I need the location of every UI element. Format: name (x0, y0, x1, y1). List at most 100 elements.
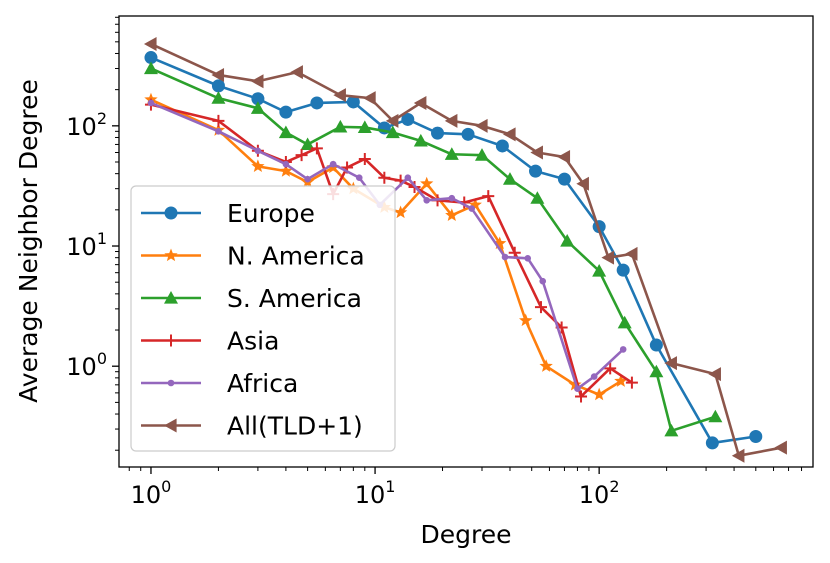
legend-item: N. America (141, 242, 365, 271)
x-tick-label: 101 (355, 477, 396, 509)
series-line (150, 42, 782, 458)
legend-label: Europe (227, 199, 315, 228)
x-tick-label: 100 (131, 477, 172, 509)
data-point (358, 152, 371, 165)
data-point (211, 91, 226, 104)
data-point (495, 139, 509, 153)
data-point (708, 367, 721, 382)
data-point (530, 191, 545, 204)
data-point (614, 374, 628, 387)
data-point (444, 147, 459, 160)
data-point (468, 205, 476, 212)
data-point (211, 67, 225, 82)
y-tick-label: 102 (66, 109, 107, 141)
data-point (413, 95, 427, 110)
data-point (211, 79, 225, 93)
data-point (445, 208, 459, 221)
data-point (212, 114, 225, 127)
ticks-layer: 100 101 102 100 101 102 (66, 16, 803, 509)
data-point (468, 197, 482, 211)
data-point (502, 172, 517, 185)
legend-marker (164, 206, 178, 220)
y-tick-label: 101 (66, 229, 107, 261)
data-point (329, 160, 337, 168)
series-5 (143, 36, 787, 463)
data-point (519, 313, 533, 327)
data-point (625, 376, 638, 389)
data-point (295, 149, 308, 162)
series-2 (143, 61, 723, 437)
data-point (385, 125, 400, 139)
data-point (592, 263, 607, 277)
data-point (649, 364, 664, 378)
data-point (493, 236, 507, 250)
legend-marker (164, 248, 178, 262)
series-4 (147, 99, 627, 392)
data-point (251, 159, 265, 173)
data-point (401, 112, 415, 126)
data-point (333, 119, 348, 133)
data-point (279, 105, 293, 119)
legend-marker (167, 379, 175, 387)
data-point (378, 171, 391, 184)
x-tick-label: 102 (579, 477, 620, 509)
data-point (576, 176, 589, 191)
data-point (664, 423, 679, 437)
data-point (624, 246, 638, 261)
series-layer (143, 36, 787, 463)
legend-box (130, 185, 396, 452)
data-point (649, 338, 663, 352)
data-point (355, 174, 363, 182)
legend-item: S. America (141, 284, 362, 313)
data-point (310, 142, 323, 155)
data-point (708, 409, 723, 423)
legend-marker (164, 291, 178, 304)
data-point (482, 190, 495, 203)
data-point (749, 430, 763, 444)
data-point (310, 96, 324, 110)
data-point (254, 147, 262, 155)
data-point (250, 74, 264, 89)
data-point (300, 137, 315, 151)
data-point (404, 174, 412, 182)
data-point (147, 99, 155, 107)
legend-item: All(TLD+1) (141, 412, 363, 441)
series-line (150, 101, 625, 390)
data-point (474, 118, 488, 133)
data-point (143, 36, 157, 51)
data-point (393, 205, 408, 219)
legend-item: Africa (141, 369, 298, 398)
legend-marker (165, 334, 177, 347)
legend-label: Africa (227, 369, 298, 398)
data-point (304, 175, 311, 183)
legend: Europe N. America S. America Asia Africa All(… (130, 185, 396, 452)
data-point (560, 234, 575, 247)
data-point (413, 133, 428, 147)
legend-item: Europe (141, 199, 315, 228)
legend-marker (164, 418, 177, 433)
data-point (616, 263, 630, 277)
y-axis-label: Average Neighbor Degree (14, 79, 43, 403)
data-point (619, 346, 627, 353)
data-point (279, 164, 293, 177)
plot-frame (118, 15, 814, 468)
data-point (333, 88, 346, 103)
data-point (385, 113, 399, 128)
data-point (557, 150, 571, 165)
data-point (534, 301, 547, 314)
data-point (278, 125, 293, 139)
legend-label: S. America (227, 284, 362, 313)
data-point (444, 113, 458, 128)
data-point (474, 148, 489, 161)
data-point (363, 91, 376, 106)
data-point (143, 61, 158, 75)
data-point (705, 436, 719, 450)
data-point (250, 101, 265, 114)
data-point (774, 440, 787, 455)
data-point (282, 160, 290, 168)
y-tick-label: 100 (66, 349, 107, 381)
legend-item: Asia (141, 327, 279, 356)
data-point (529, 164, 543, 178)
data-point (539, 359, 553, 372)
